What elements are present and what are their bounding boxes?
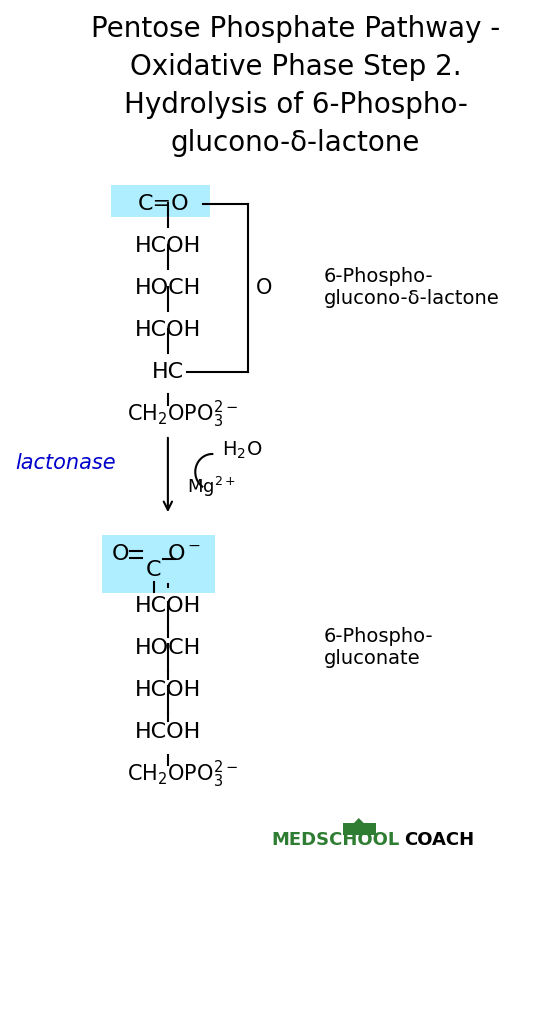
Text: HCOH: HCOH	[135, 680, 201, 700]
Text: CH$_2$OPO$_3^{2-}$: CH$_2$OPO$_3^{2-}$	[127, 398, 237, 430]
Text: O$^-$: O$^-$	[167, 544, 201, 564]
Text: O: O	[112, 544, 129, 564]
Text: C=O: C=O	[137, 194, 189, 214]
Text: HC: HC	[152, 362, 184, 382]
Text: HCOH: HCOH	[135, 236, 201, 256]
FancyBboxPatch shape	[111, 185, 211, 217]
Text: HCOH: HCOH	[135, 722, 201, 742]
Text: Hydrolysis of 6-Phospho-: Hydrolysis of 6-Phospho-	[124, 91, 468, 119]
Text: Mg$^{2+}$: Mg$^{2+}$	[187, 475, 236, 499]
Text: HOCH: HOCH	[135, 278, 201, 298]
FancyBboxPatch shape	[343, 823, 376, 835]
Text: HCOH: HCOH	[135, 319, 201, 340]
Text: COACH: COACH	[404, 831, 474, 849]
Text: MEDSCHOOL: MEDSCHOOL	[271, 831, 399, 849]
Text: lactonase: lactonase	[15, 453, 116, 473]
Text: 6-Phospho-
glucono-δ-lactone: 6-Phospho- glucono-δ-lactone	[324, 267, 500, 308]
Polygon shape	[343, 818, 376, 835]
Text: H$_2$O: H$_2$O	[222, 439, 262, 461]
Text: HCOH: HCOH	[135, 596, 201, 616]
Text: HOCH: HOCH	[135, 638, 201, 658]
Text: CH$_2$OPO$_3^{2-}$: CH$_2$OPO$_3^{2-}$	[127, 759, 237, 790]
Text: Oxidative Phase Step 2.: Oxidative Phase Step 2.	[129, 53, 461, 81]
Text: C: C	[146, 560, 161, 580]
FancyBboxPatch shape	[102, 535, 215, 593]
Text: O: O	[256, 278, 272, 298]
Text: glucono-δ-lactone: glucono-δ-lactone	[171, 129, 420, 157]
Text: 6-Phospho-
gluconate: 6-Phospho- gluconate	[324, 628, 433, 669]
Text: Pentose Phosphate Pathway -: Pentose Phosphate Pathway -	[91, 15, 500, 43]
